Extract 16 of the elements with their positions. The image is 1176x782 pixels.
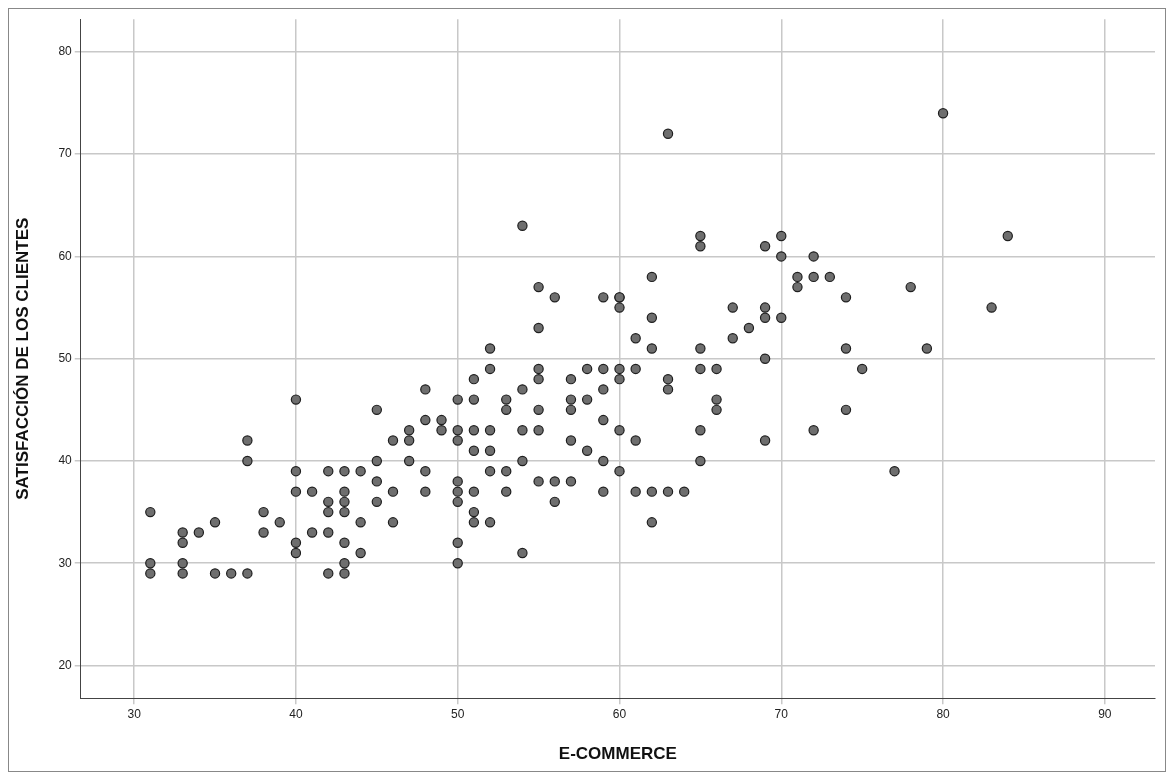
y-tick-label: 80 [58,44,73,59]
x-tick-label: 70 [774,706,789,721]
x-tick-label: 40 [289,706,303,721]
x-axis-title: E-COMMERCE [558,744,677,764]
y-tick-label: 50 [58,351,73,366]
x-tick-label: 80 [936,706,951,721]
y-tick-label: 60 [58,248,73,263]
x-tick-label: 90 [1098,706,1112,721]
y-axis-title: SATISFACCIÓN DE LOS CLIENTES [12,217,32,500]
y-tick-label: 40 [58,453,73,468]
y-tick-label: 30 [58,555,73,570]
y-tick-label: 70 [58,146,73,161]
x-tick-label: 30 [127,706,142,721]
y-tick-label: 20 [58,657,73,672]
x-tick-label: 50 [451,706,465,721]
x-tick-label: 60 [612,706,627,721]
